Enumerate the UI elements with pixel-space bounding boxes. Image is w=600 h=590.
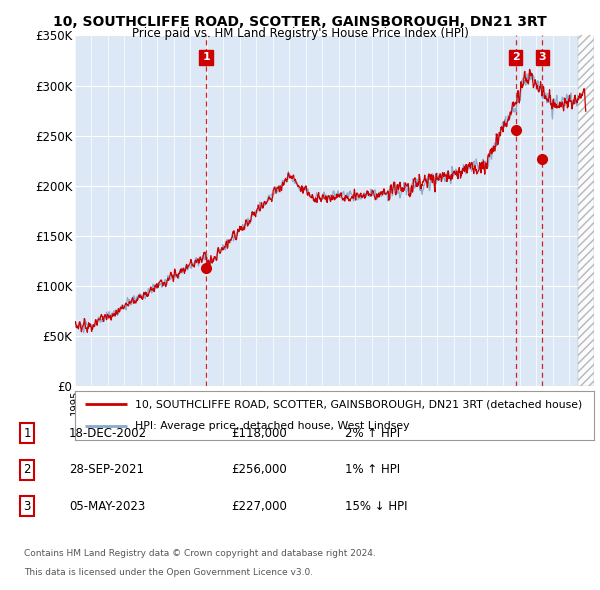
Text: £118,000: £118,000	[231, 427, 287, 440]
Text: 1: 1	[23, 427, 31, 440]
Text: 28-SEP-2021: 28-SEP-2021	[69, 463, 144, 476]
Text: 3: 3	[23, 500, 31, 513]
Text: 2: 2	[23, 463, 31, 476]
Text: £256,000: £256,000	[231, 463, 287, 476]
Text: 10, SOUTHCLIFFE ROAD, SCOTTER, GAINSBOROUGH, DN21 3RT (detached house): 10, SOUTHCLIFFE ROAD, SCOTTER, GAINSBORO…	[134, 399, 582, 409]
Text: This data is licensed under the Open Government Licence v3.0.: This data is licensed under the Open Gov…	[24, 568, 313, 577]
Text: Contains HM Land Registry data © Crown copyright and database right 2024.: Contains HM Land Registry data © Crown c…	[24, 549, 376, 558]
Text: Price paid vs. HM Land Registry's House Price Index (HPI): Price paid vs. HM Land Registry's House …	[131, 27, 469, 40]
Text: 1% ↑ HPI: 1% ↑ HPI	[345, 463, 400, 476]
Text: 2: 2	[512, 53, 520, 63]
Text: 2% ↑ HPI: 2% ↑ HPI	[345, 427, 400, 440]
Text: £227,000: £227,000	[231, 500, 287, 513]
Text: HPI: Average price, detached house, West Lindsey: HPI: Average price, detached house, West…	[134, 421, 409, 431]
Text: 15% ↓ HPI: 15% ↓ HPI	[345, 500, 407, 513]
Text: 1: 1	[202, 53, 210, 63]
Text: 05-MAY-2023: 05-MAY-2023	[69, 500, 145, 513]
Text: 10, SOUTHCLIFFE ROAD, SCOTTER, GAINSBOROUGH, DN21 3RT: 10, SOUTHCLIFFE ROAD, SCOTTER, GAINSBORO…	[53, 15, 547, 29]
Text: 3: 3	[538, 53, 546, 63]
Text: 18-DEC-2002: 18-DEC-2002	[69, 427, 147, 440]
